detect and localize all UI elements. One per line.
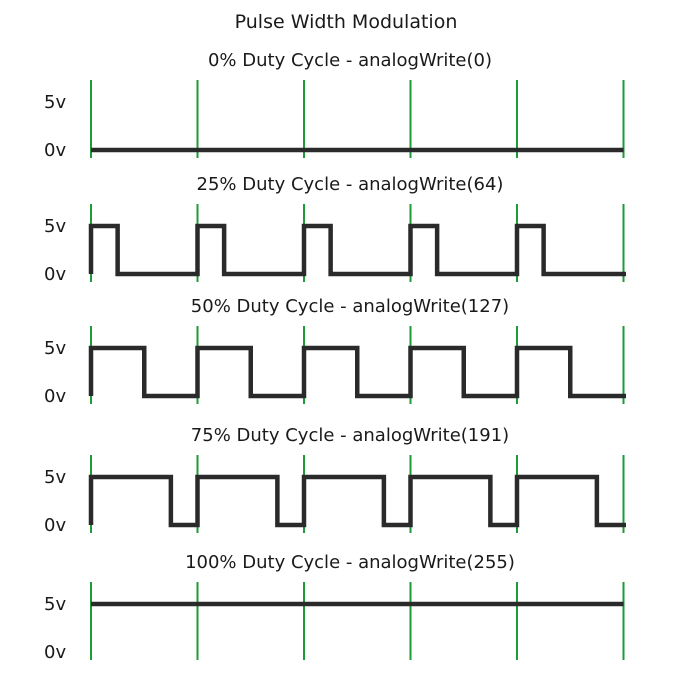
panel-label: 50% Duty Cycle - analogWrite(127) (191, 296, 509, 317)
panel-label: 75% Duty Cycle - analogWrite(191) (191, 425, 509, 446)
diagram-title: Pulse Width Modulation (235, 11, 458, 33)
high-level-label: 5v (44, 594, 66, 615)
low-level-label: 0v (44, 140, 66, 161)
panel-label: 100% Duty Cycle - analogWrite(255) (185, 552, 515, 573)
pwm-panel: 50% Duty Cycle - analogWrite(127) 5v 0v (44, 296, 626, 407)
high-level-label: 5v (44, 92, 66, 113)
low-level-label: 0v (44, 386, 66, 407)
panel-label: 25% Duty Cycle - analogWrite(64) (197, 174, 504, 195)
low-level-label: 0v (44, 515, 66, 536)
pwm-panel: 100% Duty Cycle - analogWrite(255) 5v 0v (44, 552, 625, 663)
pwm-signal-line (88, 345, 626, 399)
panel-label: 0% Duty Cycle - analogWrite(0) (208, 50, 492, 71)
pwm-panel: 75% Duty Cycle - analogWrite(191) 5v 0v (44, 425, 626, 536)
high-level-label: 5v (44, 467, 66, 488)
pwm-signal-line (88, 223, 626, 277)
low-level-label: 0v (44, 264, 66, 285)
low-level-label: 0v (44, 642, 66, 663)
high-level-label: 5v (44, 338, 66, 359)
high-level-label: 5v (44, 216, 66, 237)
pwm-panel: 0% Duty Cycle - analogWrite(0) 5v 0v (44, 50, 625, 161)
pwm-signal-line (88, 474, 626, 528)
pwm-panel: 25% Duty Cycle - analogWrite(64) 5v 0v (44, 174, 626, 285)
